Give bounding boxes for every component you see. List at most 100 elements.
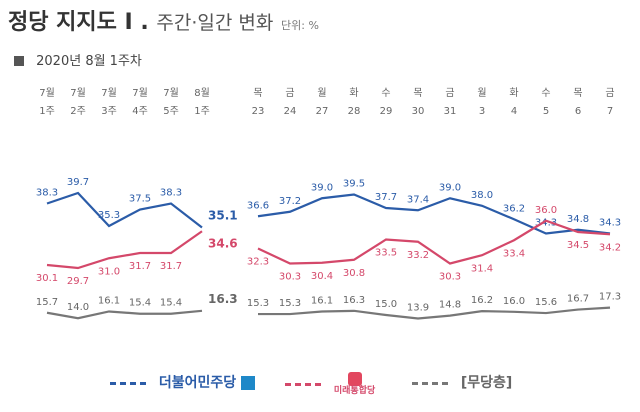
data-label-dem: 34.3 [599,218,621,229]
tick-label-top: 월 [317,87,326,99]
tick-label-top: 화 [349,87,358,99]
tick-label-bottom: 23 [252,106,265,117]
data-label-dem: 35.1 [208,209,238,223]
series-line-unified [46,230,203,270]
tick-label-top: 수 [541,87,550,99]
tick-label-top: 7월 [70,87,86,99]
tick-label-top: 금 [445,87,454,99]
series-line-none [258,306,611,320]
legend-line-unified [285,382,321,386]
data-label-dem: 39.7 [67,177,89,188]
series-line-unified [257,219,611,265]
data-label-none: 15.0 [375,299,397,310]
tick-label-bottom: 2주 [70,106,86,117]
legend-line-dem [110,381,146,385]
data-label-none: 16.1 [98,295,120,306]
legend-item-none: [무당층] [412,372,512,392]
data-label-dem: 36.6 [247,200,269,211]
data-label-dem: 34.3 [535,218,557,229]
data-label-unified: 30.3 [439,272,461,283]
tick-label-bottom: 24 [284,106,297,117]
tick-label-top: 7월 [163,87,179,99]
tick-label-bottom: 29 [380,106,393,117]
data-label-none: 15.3 [247,298,269,309]
data-label-unified: 34.2 [599,242,621,253]
data-label-unified: 30.8 [343,268,365,279]
data-label-unified: 31.4 [471,263,493,274]
tick-label-bottom: 5주 [163,106,179,117]
data-label-unified: 30.1 [36,273,58,284]
data-label-unified: 30.4 [311,271,333,282]
tick-label-top: 7월 [132,87,148,99]
tick-label-top: 7월 [101,87,117,99]
tick-label-top: 금 [285,87,294,99]
legend-item-dem: 더불어민주당 [110,372,256,392]
tick-label-top: 목 [413,87,422,99]
data-label-unified: 30.3 [279,272,301,283]
data-label-dem: 39.0 [439,182,461,193]
tick-label-bottom: 27 [316,106,329,117]
series-line-dem [46,191,203,229]
date-label: 2020년 8월 1주차 [36,54,142,69]
data-label-dem: 36.2 [503,203,525,214]
series-line-dem [257,193,611,235]
tick-label-top: 수 [381,87,390,99]
legend-label-dem: 더불어민주당 [158,375,237,391]
data-label-unified: 33.4 [503,248,525,259]
tick-label-bottom: 1주 [39,106,55,117]
data-label-none: 15.3 [279,298,301,309]
data-label-unified: 34.5 [567,240,589,251]
party-logo-icon [241,375,256,391]
tick-label-top: 화 [509,87,518,99]
chart-title: 정당 지지도 I . 주간·일간 변화 단위: % [8,4,319,36]
party-logo-icon: 미래통합당 [334,372,375,396]
data-label-none: 16.7 [567,294,589,305]
tick-label-top: 목 [573,87,582,99]
tick-label-bottom: 30 [412,106,425,117]
data-label-dem: 38.0 [471,190,493,201]
date-caption: 2020년 8월 1주차 [14,50,142,69]
tick-label-bottom: 4주 [132,106,148,117]
title-main: 정당 지지도 I . [8,10,149,35]
title-sub: 주간·일간 변화 [156,12,274,34]
legend: 더불어민주당 미래통합당 [무당층] [0,362,640,402]
data-label-unified: 36.0 [535,205,557,216]
tick-label-top: 8월 [194,87,210,99]
data-label-dem: 38.3 [160,188,182,199]
data-label-dem: 39.0 [311,182,333,193]
legend-item-unified: 미래통합당 [285,372,375,396]
data-label-dem: 35.3 [98,210,120,221]
legend-label-unified: 미래통합당 [333,386,376,396]
data-label-unified: 32.3 [247,257,269,268]
data-label-dem: 37.2 [279,196,301,207]
tick-label-top: 월 [477,87,486,99]
data-label-dem: 37.5 [129,194,151,205]
tick-label-bottom: 28 [348,106,361,117]
data-label-none: 16.0 [503,296,525,307]
tick-label-bottom: 4 [511,106,517,117]
data-label-none: 13.9 [407,303,429,314]
data-label-unified: 31.7 [129,261,151,272]
data-label-none: 16.1 [311,295,333,306]
series-line-none [46,309,203,320]
tick-label-bottom: 6 [575,106,581,117]
data-label-dem: 34.8 [567,214,589,225]
data-label-none: 16.3 [208,292,238,306]
data-label-none: 14.0 [67,302,89,313]
data-label-none: 15.4 [129,298,151,309]
data-label-dem: 37.7 [375,192,397,203]
tick-label-bottom: 1주 [194,106,210,117]
tick-label-top: 목 [253,87,262,99]
tick-label-bottom: 5 [543,106,549,117]
data-label-unified: 29.7 [67,276,89,287]
data-label-none: 15.4 [160,298,182,309]
data-label-dem: 38.3 [36,188,58,199]
tick-label-bottom: 31 [444,106,457,117]
data-label-unified: 31.0 [98,266,120,277]
data-label-none: 17.3 [599,292,621,303]
data-label-none: 16.3 [343,295,365,306]
tick-label-top: 금 [605,87,614,99]
data-label-unified: 33.2 [407,250,429,261]
data-label-unified: 34.6 [208,236,238,250]
data-label-none: 14.8 [439,300,461,311]
